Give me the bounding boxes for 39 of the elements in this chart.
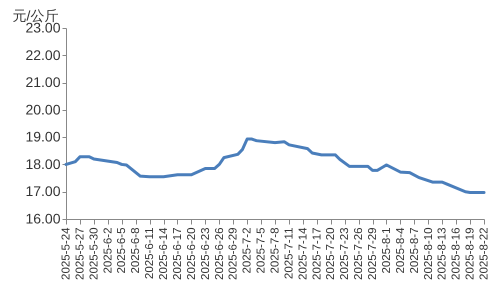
x-tick-label: 2025-5-30 <box>88 228 100 280</box>
x-tick-label: 2025-8-22 <box>478 228 490 280</box>
y-tick-label: 22.00 <box>25 46 61 63</box>
x-tick-label: 2025-7-5 <box>256 228 268 274</box>
x-tick-label: 2025-7-26 <box>353 228 366 280</box>
x-tick-label: 2025-6-17 <box>172 228 184 280</box>
x-tick-label: 2025-7-8 <box>270 228 282 274</box>
x-tick-label: 2025-8-10 <box>422 228 435 280</box>
x-tick-label: 2025-6-23 <box>200 228 212 280</box>
x-tick-label: 2025-6-14 <box>158 226 170 280</box>
y-tick-label: 18.00 <box>25 156 61 172</box>
x-tick-label: 2025-6-2 <box>102 228 114 274</box>
x-tick-label: 2025-6-29 <box>228 228 240 280</box>
x-tick-label: 2025-8-19 <box>464 228 477 280</box>
x-tick-label: 2025-8-4 <box>394 226 407 274</box>
y-tick-label: 21.00 <box>25 74 61 90</box>
x-tick-label: 2025-7-20 <box>325 228 338 280</box>
x-tick-label: 2025-7-14 <box>297 226 310 280</box>
x-tick-label: 2025-5-27 <box>74 228 86 280</box>
x-tick-label: 2025-6-5 <box>116 228 128 274</box>
x-tick-label: 2025-6-26 <box>214 228 226 280</box>
x-tick-label: 2025-6-11 <box>144 228 156 280</box>
x-tick-label: 2025-7-17 <box>311 228 324 280</box>
x-tick-label: 2025-7-29 <box>367 228 380 280</box>
x-tick-label: 2025-8-13 <box>436 228 449 280</box>
x-tick-label: 2025-8-16 <box>450 228 463 280</box>
x-tick-label: 2025-8-7 <box>408 228 421 274</box>
y-tick-label: 20.00 <box>25 101 61 118</box>
y-tick-label: 19.00 <box>25 128 61 145</box>
y-tick-label: 17.00 <box>25 183 61 200</box>
x-tick-label: 2025-8-1 <box>380 228 393 274</box>
x-tick-label: 2025-7-2 <box>242 228 254 274</box>
x-tick-label: 2025-7-11 <box>283 228 296 280</box>
x-tick-label: 2025-6-20 <box>186 228 198 280</box>
x-tick-label: 2025-5-24 <box>60 226 72 280</box>
y-tick-label: 16.00 <box>25 210 61 226</box>
x-tick-label: 2025-6-8 <box>130 228 142 274</box>
x-tick-label: 2025-7-23 <box>339 228 352 280</box>
line-series <box>64 138 486 194</box>
